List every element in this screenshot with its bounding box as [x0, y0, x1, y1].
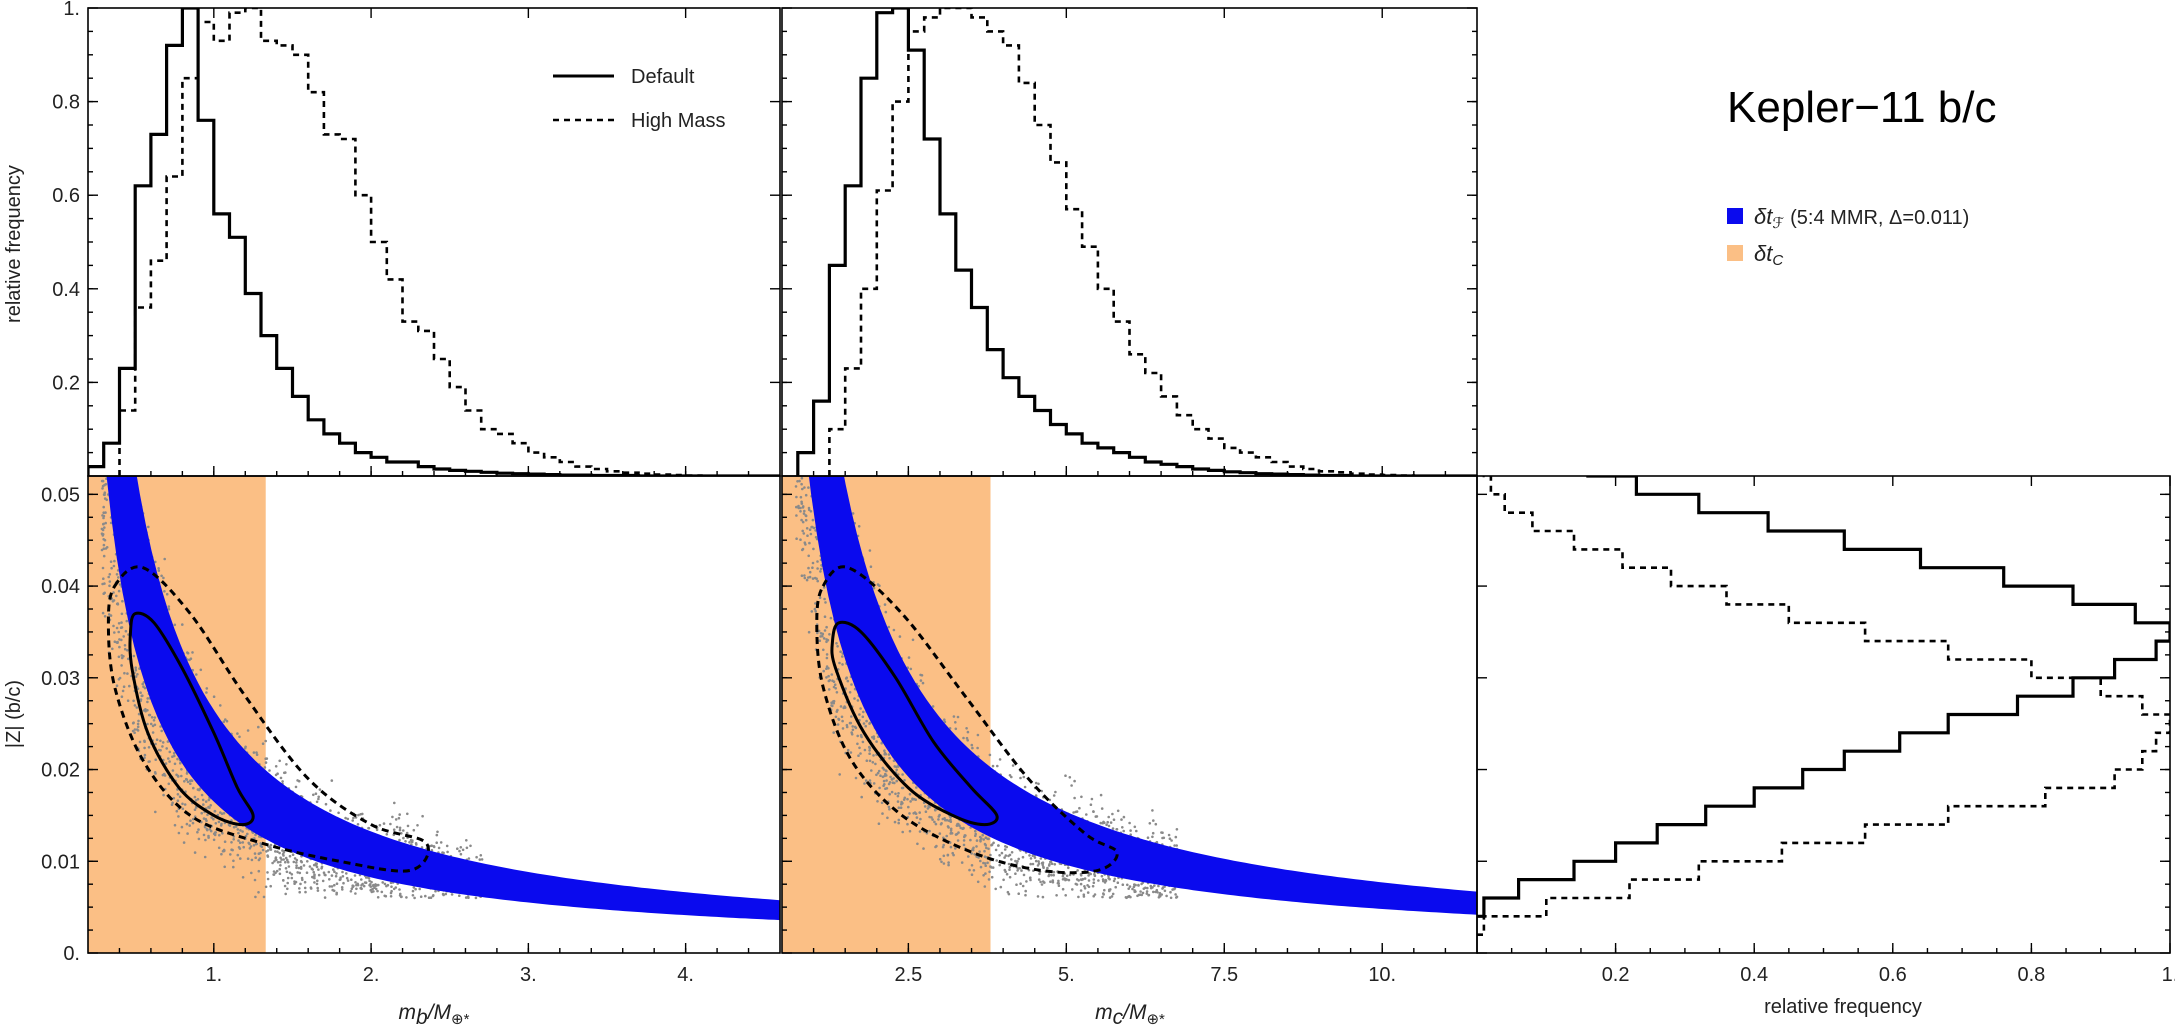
xtick-label-mc-0: 2.5: [894, 964, 922, 986]
ytick-label-z-4: 0.04: [41, 576, 80, 598]
mc-hist-default: [796, 8, 1477, 476]
mb-contour-highmass: [106, 565, 430, 873]
histogram-legend: Default High Mass: [553, 66, 725, 132]
x-axis-label-mc: mc/M⊕*: [1095, 1001, 1165, 1029]
mc-contour-default: [830, 620, 999, 827]
ytick-label-z-1: 0.01: [41, 851, 80, 873]
xtick-label-mc-1: 5.: [1058, 964, 1075, 986]
z-hist-highmass: [1477, 476, 2170, 937]
panel-bottom-right-frame: [1476, 475, 2171, 954]
chart-title: Kepler−11 b/c: [1727, 83, 1996, 132]
z-hist-default: [1477, 476, 2170, 918]
xtick-label-relfreq-3: 0.8: [2017, 964, 2045, 986]
legend-highmass-label: High Mass: [631, 110, 725, 132]
blue-band-layer: [106, 476, 1477, 921]
y-axis-label-top: relative frequency: [3, 165, 25, 323]
ticks-layer: 1. 0.8 0.6 0.4 0.2 0. 0.01 0.02 0.03 0.04 0.05 1. 2.…: [41, 0, 2175, 986]
x-axis-label-relfreq: relative frequency: [1764, 996, 1922, 1018]
legend-default-label: Default: [631, 66, 695, 88]
contours-layer: [106, 565, 1119, 875]
panel-top-middle-frame: [781, 7, 1478, 477]
ytick-label-relfreq-1: 0.8: [52, 92, 80, 114]
y-axis-label-z: |Z| (b/c): [3, 680, 25, 748]
legend-blue-label: δtℱ (5:4 MMR, Δ=0.011): [1754, 204, 1969, 232]
x-axis-label-mb: mb/M⊕*: [399, 1001, 470, 1029]
xtick-label-mb-1: 2.: [363, 964, 380, 986]
mc-blue-band: [808, 476, 1477, 915]
ytick-label-relfreq-3: 0.4: [52, 279, 80, 301]
ytick-label-relfreq-2: 0.6: [52, 185, 80, 207]
ytick-label-z-2: 0.02: [41, 760, 80, 782]
ytick-label-z-5: 0.05: [41, 484, 80, 506]
xtick-label-mb-0: 1.: [205, 964, 222, 986]
xtick-label-mb-2: 3.: [520, 964, 537, 986]
xtick-label-mc-3: 10.: [1368, 964, 1396, 986]
color-legend: δtℱ (5:4 MMR, Δ=0.011) δtC: [1727, 204, 1969, 269]
xtick-label-relfreq-2: 0.6: [1879, 964, 1907, 986]
xtick-label-mc-2: 7.5: [1210, 964, 1238, 986]
legend-blue-swatch: [1727, 208, 1743, 224]
mc-contour-highmass: [815, 565, 1119, 875]
legend-orange-swatch: [1727, 245, 1743, 261]
xtick-label-relfreq-0: 0.2: [1602, 964, 1630, 986]
mb-contour-default: [128, 611, 255, 827]
ytick-label-relfreq-4: 0.2: [52, 372, 80, 394]
xtick-label-mb-3: 4.: [677, 964, 694, 986]
xtick-label-relfreq-4: 1.: [2162, 964, 2175, 986]
mb-blue-band: [106, 476, 780, 921]
mc-hist-highmass: [828, 8, 1477, 476]
xtick-label-relfreq-1: 0.4: [1740, 964, 1768, 986]
mb-hist-highmass: [118, 8, 780, 476]
ytick-label-z-3: 0.03: [41, 668, 80, 690]
legend-orange-label: δtC: [1754, 241, 1783, 269]
ytick-label-relfreq-0: 1.: [63, 0, 80, 20]
ytick-label-z-0: 0.: [63, 943, 80, 965]
